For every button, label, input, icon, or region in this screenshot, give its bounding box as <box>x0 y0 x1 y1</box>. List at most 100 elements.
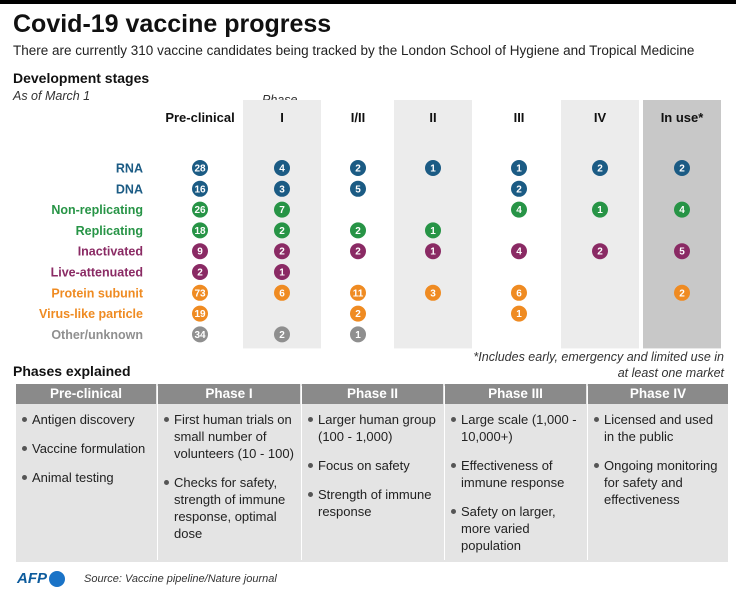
value-label: 2 <box>597 247 603 258</box>
value-dot <box>350 326 366 343</box>
value-dot <box>674 243 690 260</box>
value-dot <box>192 180 208 197</box>
row-label: Non-replicating <box>51 203 143 217</box>
value-dot <box>511 180 527 197</box>
value-dot <box>592 160 608 176</box>
value-dot <box>274 284 290 301</box>
value-label: 34 <box>194 330 206 341</box>
page-subtitle: There are currently 310 vaccine candidat… <box>13 43 695 58</box>
phase-item: Licensed and used in the public <box>594 411 724 445</box>
value-dot <box>350 305 366 322</box>
value-label: 1 <box>516 309 522 320</box>
value-dot <box>592 201 608 218</box>
afp-logo-text: AFP <box>17 570 47 587</box>
row-label: Virus-like particle <box>39 307 143 321</box>
column-header: I <box>280 110 284 125</box>
value-dot <box>425 222 441 239</box>
development-stages-title: Development stages <box>13 70 150 86</box>
value-label: 18 <box>194 226 206 237</box>
phase-item: Animal testing <box>22 469 154 486</box>
value-label: 1 <box>430 226 436 237</box>
value-label: 2 <box>597 164 603 175</box>
value-label: 3 <box>430 288 436 299</box>
phase-header-3: Phase III <box>445 384 586 404</box>
row-label: Replicating <box>76 224 143 238</box>
value-label: 4 <box>516 205 522 216</box>
value-dot <box>274 180 290 197</box>
value-label: 6 <box>516 288 522 299</box>
column-divider <box>157 386 158 560</box>
value-label: 5 <box>355 184 361 195</box>
value-label: 2 <box>355 226 361 237</box>
value-label: 1 <box>430 247 436 258</box>
column-divider <box>301 386 302 560</box>
value-label: 28 <box>194 164 206 175</box>
value-dot <box>511 305 527 322</box>
column-header: In use* <box>661 110 705 125</box>
phase-item: Large scale (1,000 - 10,000+) <box>451 411 583 445</box>
value-dot <box>511 284 527 301</box>
value-label: 2 <box>279 247 285 258</box>
value-label: 2 <box>197 268 203 279</box>
value-dot <box>592 243 608 260</box>
value-dot <box>350 180 366 197</box>
value-label: 2 <box>679 164 685 175</box>
value-label: 73 <box>194 288 206 299</box>
phase-item: Focus on safety <box>308 457 440 474</box>
phase-col-3: Large scale (1,000 - 10,000+) Effectiven… <box>451 411 583 566</box>
value-label: 1 <box>279 268 285 279</box>
column-header: I/II <box>351 110 365 125</box>
value-dot <box>350 160 366 176</box>
phase-header-2: Phase II <box>302 384 443 404</box>
value-dot <box>674 201 690 218</box>
value-label: 1 <box>430 164 436 175</box>
value-dot <box>425 160 441 176</box>
value-dot <box>425 243 441 260</box>
phase-header-4: Phase IV <box>588 384 728 404</box>
value-dot <box>192 305 208 322</box>
phase-col-4: Licensed and used in the public Ongoing … <box>594 411 724 520</box>
phase-header-1: Phase I <box>158 384 300 404</box>
value-label: 9 <box>197 247 203 258</box>
value-label: 4 <box>679 205 685 216</box>
value-dot <box>511 243 527 260</box>
column-header: III <box>514 110 525 125</box>
value-dot <box>274 222 290 239</box>
value-dot <box>274 160 290 176</box>
value-dot <box>274 201 290 218</box>
value-dot <box>350 222 366 239</box>
value-dot <box>511 201 527 218</box>
row-label: Live-attenuated <box>51 266 143 280</box>
column-header: IV <box>594 110 607 125</box>
column-divider <box>444 386 445 560</box>
phase-item: Ongoing monitoring for safety and effect… <box>594 457 724 508</box>
value-label: 2 <box>679 288 685 299</box>
afp-logo-globe-icon <box>49 570 65 587</box>
phase-header-preclinical: Pre-clinical <box>16 384 156 404</box>
value-label: 11 <box>353 288 364 299</box>
phase-item: Checks for safety, strength of immune re… <box>164 474 300 542</box>
value-dot <box>274 326 290 343</box>
value-dot <box>192 222 208 239</box>
phase-item: Safety on larger, more varied population <box>451 503 583 554</box>
value-dot <box>674 160 690 176</box>
phase-item: First human trials on small number of vo… <box>164 411 300 462</box>
value-label: 1 <box>516 164 522 175</box>
as-of-date: As of March 1 <box>13 89 91 103</box>
phase-col-1: First human trials on small number of vo… <box>164 411 300 554</box>
phase-item: Larger human group (100 - 1,000) <box>308 411 440 445</box>
value-label: 6 <box>279 288 285 299</box>
value-label: 1 <box>355 330 361 341</box>
value-dot <box>192 264 208 280</box>
column-band-5 <box>561 100 639 349</box>
value-label: 2 <box>279 330 285 341</box>
phase-col-preclinical: Antigen discovery Vaccine formulation An… <box>22 411 154 498</box>
value-label: 4 <box>279 164 285 175</box>
phase-item: Strength of immune response <box>308 486 440 520</box>
top-rule <box>0 0 736 4</box>
value-label: 1 <box>597 205 603 216</box>
row-label: Other/unknown <box>51 328 143 342</box>
value-dot <box>192 284 208 301</box>
phase-item: Vaccine formulation <box>22 440 154 457</box>
value-label: 2 <box>279 226 285 237</box>
